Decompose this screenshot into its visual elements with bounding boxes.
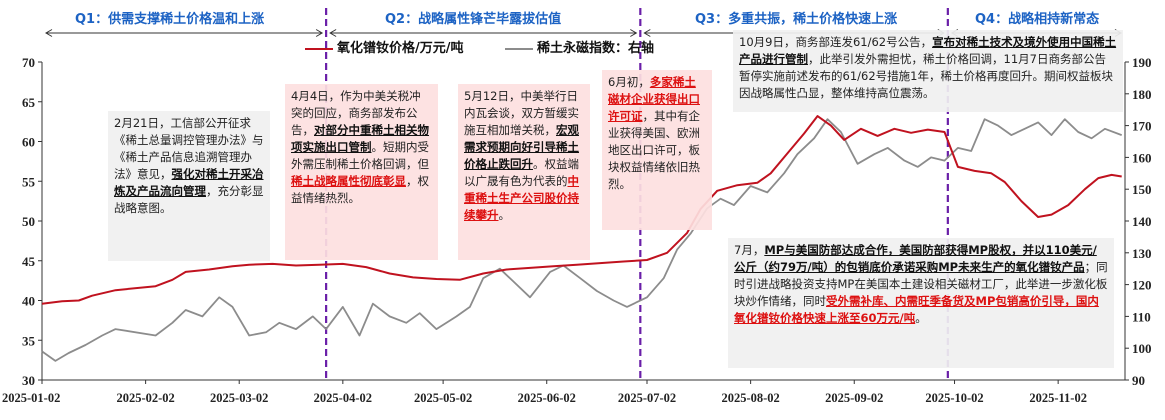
x-tick-label: 2025-05-02 (414, 391, 472, 405)
y-right-tick-label: 170 (1132, 119, 1152, 134)
legend-item-price: 氧化镨钕价格/万元/吨 (305, 37, 464, 56)
y-left-tick-label: 40 (22, 294, 35, 309)
annotation-jul: 7月，MP与美国防部达成合作，美国防部获得MP股权，并以110美元/公斤（约79… (728, 238, 1114, 368)
y-right-tick-label: 120 (1132, 278, 1152, 293)
x-tick-label: 2025-03-02 (210, 391, 268, 405)
x-tick-label: 2025-01-02 (2, 391, 60, 405)
annotation-may: 5月12日，中美举行日内瓦会谈，双方暂缓实施互相加增关税，宏观需求预期向好引导稀… (458, 84, 590, 260)
x-tick-label: 2025-04-02 (314, 391, 372, 405)
legend-item-index: 稀土永磁指数：右轴 (505, 37, 654, 56)
y-right-tick-label: 100 (1132, 341, 1152, 356)
phase-label-q2: Q2：战略属性锋芒毕露拔估值 (385, 12, 562, 27)
phase-label-q4: Q4：战略相持新常态 (975, 12, 1100, 27)
y-left-tick-label: 55 (22, 174, 36, 189)
y-right-tick-label: 150 (1132, 182, 1152, 197)
annotation-apr: 4月4日，作为中美关税冲突的回应，商务部发布公告，对部分中重稀土相关物项实施出口… (285, 84, 438, 260)
y-left-tick-label: 70 (22, 55, 35, 70)
series-line-price (41, 115, 1122, 305)
series-layer (41, 115, 1123, 362)
y-left-tick-label: 50 (22, 214, 35, 229)
chart-axes: 30 35 40 45 50 55 60 65 70 90 100 110 120 130 140 150 16… (2, 55, 1152, 405)
y-right-tick-label: 140 (1132, 214, 1152, 229)
y-left-tick-label: 65 (22, 95, 36, 110)
y-left-tick-label: 45 (22, 254, 36, 269)
annotation-feb: 2月21日，工信部公开征求《稀土总量调控管理办法》与《稀土产品信息追溯管理办法》… (108, 111, 270, 261)
y-right-tick-label: 130 (1132, 246, 1152, 261)
y-left-tick-label: 35 (22, 333, 36, 348)
legend-label-index: 稀土永磁指数：右轴 (537, 41, 655, 56)
legend-swatch-price (305, 47, 333, 50)
y-left-tick-label: 60 (22, 135, 35, 150)
legend-label-price: 氧化镨钕价格/万元/吨 (337, 41, 464, 56)
x-tick-label: 2025-11-02 (1029, 391, 1087, 405)
x-tick-label: 2025-09-02 (825, 391, 883, 405)
phase-label-q1: Q1：供需支撑稀土价格温和上涨 (75, 12, 265, 27)
y-left-tick-label: 30 (22, 373, 35, 388)
y-right-tick-label: 180 (1132, 87, 1152, 102)
y-right-tick-label: 190 (1132, 55, 1152, 70)
annotation-jun: 6月初，多家稀土磁材企业获得出口许可证，其中有企业获得美国、欧洲地区出口许可，板… (602, 70, 712, 230)
annotation-oct: 10月9日，商务部连发61/62号公告，宣布对稀土技术及境外使用中国稀土产品进行… (733, 30, 1123, 112)
x-tick-label: 2025-07-02 (618, 391, 676, 405)
y-right-tick-label: 160 (1132, 150, 1152, 165)
phase-arrow-head-right (630, 29, 638, 37)
x-tick-label: 2025-08-02 (721, 391, 779, 405)
phase-arrow-head-left (45, 29, 53, 37)
phase-label-q3: Q3：多重共振，稀土价格快速上涨 (695, 12, 898, 27)
phase-arrow-head-right (315, 29, 324, 37)
y-right-tick-label: 90 (1132, 373, 1145, 388)
x-tick-label: 2025-06-02 (518, 391, 576, 405)
x-tick-label: 2025-10-02 (925, 391, 983, 405)
legend-swatch-index (505, 47, 533, 50)
y-right-tick-label: 110 (1132, 309, 1151, 324)
series-line-index (41, 118, 1123, 362)
phase-arrow-head-left (643, 29, 651, 37)
phase-arrow-head-left (329, 29, 337, 37)
x-tick-label: 2025-02-02 (116, 391, 174, 405)
